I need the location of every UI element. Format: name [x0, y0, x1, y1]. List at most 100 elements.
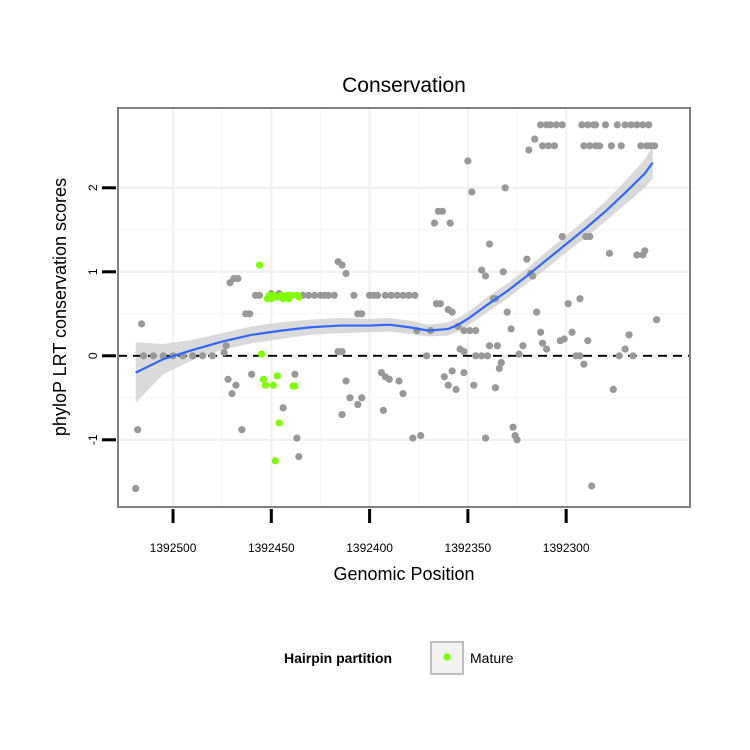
- data-point-other: [592, 121, 600, 129]
- data-point-other: [305, 291, 313, 299]
- data-point-other: [293, 434, 301, 442]
- data-point-other: [485, 240, 494, 248]
- data-point-other: [381, 291, 389, 299]
- data-point-mature: [259, 375, 268, 383]
- data-point-other: [637, 142, 645, 150]
- data-point-other: [615, 352, 623, 360]
- smooth-confidence-band: [135, 146, 653, 403]
- data-point-other: [395, 377, 403, 385]
- data-point-other: [507, 325, 515, 333]
- data-point-other: [509, 423, 517, 431]
- data-point-mature: [257, 350, 266, 358]
- data-point-other: [255, 291, 264, 299]
- data-point-other: [373, 291, 382, 299]
- data-point-other: [537, 121, 545, 129]
- data-point-other: [495, 364, 503, 372]
- x-axis: 1392500 1392450 1392400 1392350 1392300: [150, 509, 590, 555]
- data-point-other: [478, 266, 486, 274]
- data-point-other: [542, 345, 551, 353]
- data-point-mature: [273, 372, 281, 380]
- data-point-other: [385, 375, 393, 383]
- data-point-other: [621, 345, 629, 353]
- data-point-other: [220, 348, 228, 357]
- data-point-other: [645, 121, 653, 129]
- data-point-other: [550, 142, 558, 150]
- data-point-other: [617, 142, 625, 150]
- data-point-other: [324, 291, 332, 299]
- data-point-other: [228, 390, 236, 398]
- x-tick-label: 1392350: [445, 541, 492, 555]
- data-point-mature: [271, 457, 279, 465]
- data-point-other: [472, 327, 480, 335]
- points-other: [132, 121, 661, 493]
- x-tick-label: 1392400: [346, 541, 393, 555]
- data-point-other: [472, 352, 480, 360]
- data-point-other: [234, 274, 242, 283]
- data-point-other: [501, 184, 509, 192]
- data-point-other: [578, 121, 586, 129]
- x-axis-title: Genomic Position: [333, 564, 474, 584]
- data-point-mature: [269, 381, 277, 389]
- data-point-other: [485, 342, 494, 350]
- data-point-other: [627, 121, 635, 129]
- data-point-other: [586, 232, 594, 241]
- data-point-other: [198, 352, 207, 360]
- y-tick-label: 0: [86, 352, 100, 359]
- data-point-other: [132, 484, 140, 493]
- data-point-other: [491, 384, 500, 392]
- data-point-other: [295, 453, 303, 461]
- data-point-other: [222, 342, 230, 350]
- legend-title: Hairpin partition: [284, 650, 392, 666]
- data-point-other: [358, 394, 366, 402]
- data-point-other: [444, 381, 452, 389]
- data-point-other: [580, 142, 588, 150]
- x-tick-label: 1392300: [543, 541, 590, 555]
- chart-title: Conservation: [342, 74, 466, 97]
- data-point-other: [342, 377, 350, 385]
- data-point-other: [248, 370, 256, 378]
- data-point-other: [338, 261, 346, 269]
- plot-panel-border: [117, 107, 691, 508]
- data-point-other: [493, 342, 501, 350]
- data-point-other: [595, 142, 604, 150]
- data-point-other: [238, 426, 246, 434]
- data-point-other: [613, 121, 621, 129]
- data-point-other: [446, 219, 454, 227]
- data-point-other: [399, 390, 407, 398]
- data-point-other: [584, 337, 592, 345]
- data-point-other: [330, 291, 338, 299]
- data-point-other: [568, 328, 576, 336]
- data-point-other: [515, 350, 523, 358]
- data-point-other: [546, 121, 555, 129]
- data-point-other: [529, 272, 537, 280]
- data-point-other: [423, 352, 431, 360]
- data-point-other: [478, 352, 486, 360]
- data-point-other: [338, 348, 346, 356]
- data-point-other: [460, 327, 468, 335]
- points-mature: [255, 261, 303, 465]
- data-point-other: [560, 335, 568, 343]
- data-point-other: [533, 308, 541, 316]
- data-point-other: [633, 121, 641, 129]
- data-point-other: [393, 291, 401, 299]
- data-point-mature: [295, 293, 303, 301]
- data-point-other: [149, 352, 157, 360]
- data-point-other: [537, 328, 545, 336]
- confidence-band: [135, 146, 653, 403]
- data-point-other: [525, 146, 533, 154]
- data-point-other: [523, 255, 531, 263]
- smooth-trend: [135, 161, 654, 374]
- data-point-other: [291, 370, 299, 378]
- legend-label-mature: Mature: [470, 650, 514, 666]
- data-point-other: [448, 308, 456, 316]
- legend-key-mature-dot: [443, 653, 451, 661]
- data-point-other: [483, 352, 492, 360]
- data-point-other: [652, 316, 661, 324]
- data-point-other: [460, 348, 468, 356]
- y-tick-label: 1: [86, 268, 100, 275]
- data-point-mature: [273, 293, 281, 301]
- x-tick-label: 1392500: [150, 541, 197, 555]
- data-point-other: [379, 406, 387, 414]
- data-point-other: [208, 352, 216, 360]
- data-point-other: [134, 426, 142, 434]
